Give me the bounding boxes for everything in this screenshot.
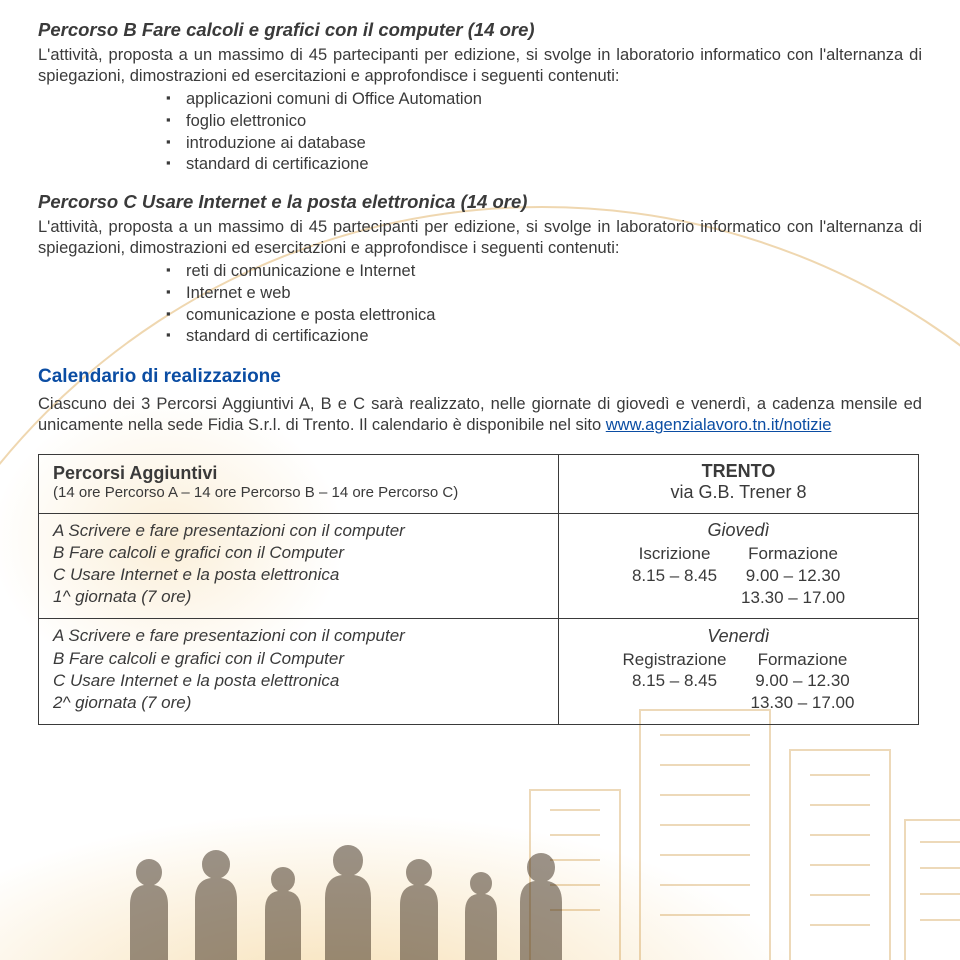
header-right-cell: TRENTO via G.B. Trener 8 — [559, 455, 919, 514]
row2-left-label: Registrazione — [623, 649, 727, 671]
section-c-title: Percorso C Usare Internet e la posta ele… — [38, 190, 922, 213]
row2-day: Venerdì — [573, 626, 904, 647]
course-line: 1^ giornata (7 ore) — [53, 586, 544, 608]
table-row-header: Percorsi Aggiuntivi (14 ore Percorso A –… — [39, 455, 919, 514]
row1-day: Giovedì — [573, 520, 904, 541]
location-city: TRENTO — [702, 461, 776, 481]
row1-right-time1: 9.00 – 12.30 — [741, 565, 845, 587]
course-line: A Scrivere e fare presentazioni con il c… — [53, 520, 544, 542]
section-b-bullets: applicazioni comuni di Office Automation… — [38, 89, 922, 176]
list-item: standard di certificazione — [38, 154, 922, 176]
list-item: foglio elettronico — [38, 111, 922, 133]
list-item: applicazioni comuni di Office Automation — [38, 89, 922, 111]
section-b-title: Percorso B Fare calcoli e grafici con il… — [38, 18, 922, 41]
course-line: 2^ giornata (7 ore) — [53, 692, 544, 714]
row2-courses-cell: A Scrivere e fare presentazioni con il c… — [39, 619, 559, 724]
header-left-sub: (14 ore Percorso A – 14 ore Percorso B –… — [53, 484, 544, 501]
header-left-cell: Percorsi Aggiuntivi (14 ore Percorso A –… — [39, 455, 559, 514]
row2-right-time1: 9.00 – 12.30 — [750, 670, 854, 692]
course-line: A Scrivere e fare presentazioni con il c… — [53, 625, 544, 647]
row2-right-label: Formazione — [750, 649, 854, 671]
course-line: B Fare calcoli e grafici con il Computer — [53, 542, 544, 564]
row1-right-time2: 13.30 – 17.00 — [741, 587, 845, 609]
section-c-paragraph: L'attività, proposta a un massimo di 45 … — [38, 217, 922, 259]
list-item: introduzione ai database — [38, 133, 922, 155]
schedule-table: Percorsi Aggiuntivi (14 ore Percorso A –… — [38, 454, 919, 725]
list-item: comunicazione e posta elettronica — [38, 305, 922, 327]
row1-left-time: 8.15 – 8.45 — [632, 565, 717, 587]
row1-right-label: Formazione — [741, 543, 845, 565]
list-item: standard di certificazione — [38, 326, 922, 348]
table-row: A Scrivere e fare presentazioni con il c… — [39, 514, 919, 619]
row1-schedule-cell: Giovedì Iscrizione 8.15 – 8.45 Formazion… — [559, 514, 919, 619]
page-content: Percorso B Fare calcoli e grafici con il… — [0, 0, 960, 960]
course-line: C Usare Internet e la posta elettronica — [53, 670, 544, 692]
list-item: reti di comunicazione e Internet — [38, 261, 922, 283]
table-row: A Scrivere e fare presentazioni con il c… — [39, 619, 919, 724]
course-line: B Fare calcoli e grafici con il Computer — [53, 648, 544, 670]
section-b-paragraph: L'attività, proposta a un massimo di 45 … — [38, 45, 922, 87]
calendar-heading: Calendario di realizzazione — [38, 366, 922, 388]
course-line: C Usare Internet e la posta elettronica — [53, 564, 544, 586]
row2-formazione-block: Formazione 9.00 – 12.30 13.30 – 17.00 — [750, 649, 854, 714]
row2-registrazione-block: Registrazione 8.15 – 8.45 — [623, 649, 727, 714]
row2-left-time: 8.15 – 8.45 — [623, 670, 727, 692]
row1-iscrizione-block: Iscrizione 8.15 – 8.45 — [632, 543, 717, 608]
calendar-intro: Ciascuno dei 3 Percorsi Aggiuntivi A, B … — [38, 394, 922, 436]
row2-schedule-cell: Venerdì Registrazione 8.15 – 8.45 Formaz… — [559, 619, 919, 724]
row1-courses-cell: A Scrivere e fare presentazioni con il c… — [39, 514, 559, 619]
row1-left-label: Iscrizione — [632, 543, 717, 565]
calendar-link[interactable]: www.agenzialavoro.tn.it/notizie — [606, 416, 832, 434]
header-left-title: Percorsi Aggiuntivi — [53, 463, 544, 484]
schedule-table-wrap: Percorsi Aggiuntivi (14 ore Percorso A –… — [38, 454, 922, 725]
location-address: via G.B. Trener 8 — [573, 482, 904, 503]
row2-right-time2: 13.30 – 17.00 — [750, 692, 854, 714]
row1-formazione-block: Formazione 9.00 – 12.30 13.30 – 17.00 — [741, 543, 845, 608]
list-item: Internet e web — [38, 283, 922, 305]
section-c-bullets: reti di comunicazione e Internet Interne… — [38, 261, 922, 348]
